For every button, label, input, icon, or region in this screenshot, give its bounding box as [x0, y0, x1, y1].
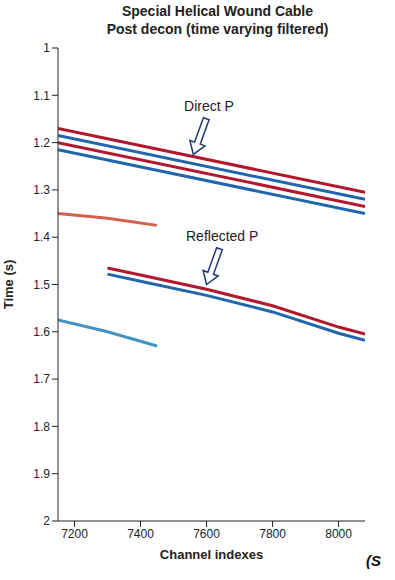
svg-text:1.4: 1.4	[33, 230, 50, 244]
svg-text:Time (s): Time (s)	[1, 260, 16, 310]
svg-text:Direct P: Direct P	[184, 98, 234, 114]
svg-text:2: 2	[43, 514, 50, 528]
svg-text:7600: 7600	[193, 527, 220, 541]
svg-text:7400: 7400	[127, 527, 154, 541]
svg-text:1.2: 1.2	[33, 136, 50, 150]
svg-text:1.8: 1.8	[33, 420, 50, 434]
svg-text:1: 1	[43, 41, 50, 55]
svg-text:1.6: 1.6	[33, 325, 50, 339]
svg-text:8000: 8000	[325, 527, 352, 541]
svg-text:Channel indexes: Channel indexes	[160, 547, 263, 562]
svg-text:7200: 7200	[61, 527, 88, 541]
svg-text:Reflected P: Reflected P	[186, 228, 258, 244]
html-text:(S: (S	[366, 552, 381, 569]
svg-text:1.7: 1.7	[33, 372, 50, 386]
html-text:Special Helical Wound Cable: Special Helical Wound Cable	[121, 3, 314, 19]
svg-text:1.9: 1.9	[33, 467, 50, 481]
svg-text:1.3: 1.3	[33, 183, 50, 197]
svg-text:1.1: 1.1	[33, 89, 50, 103]
svg-text:7800: 7800	[259, 527, 286, 541]
svg-text:1.5: 1.5	[33, 278, 50, 292]
html-text:Post decon (time varying filte: Post decon (time varying filtered)	[106, 21, 329, 37]
